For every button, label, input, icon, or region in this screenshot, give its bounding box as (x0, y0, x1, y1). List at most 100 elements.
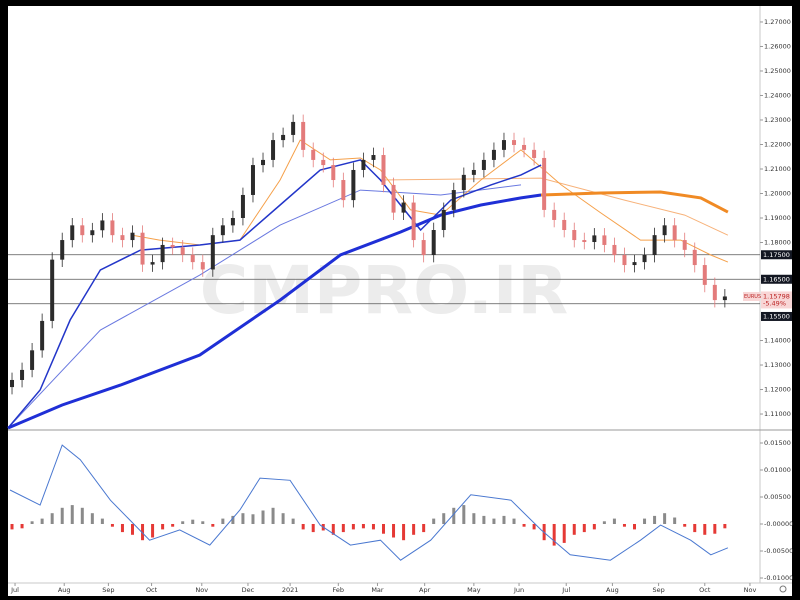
candle-body (602, 235, 607, 245)
moving-average (7, 193, 542, 430)
y-tick-label: 1.12000 (764, 386, 791, 394)
candle-body (240, 194, 245, 218)
candle-body (110, 220, 115, 236)
histogram-bar (70, 505, 74, 524)
candle-body (180, 247, 185, 255)
histogram-bar (452, 507, 456, 524)
chart-background (8, 6, 792, 596)
histogram-bar (141, 523, 145, 541)
histogram-bar (251, 514, 255, 524)
histogram-bar (713, 523, 717, 534)
candle-body (582, 240, 587, 243)
histogram-bar (80, 507, 84, 524)
histogram-bar (231, 515, 235, 524)
histogram-bar (622, 523, 626, 527)
candle-body (291, 121, 296, 135)
y-tick-label: -0.00000 (764, 520, 793, 528)
x-tick-label: Jun (513, 586, 524, 594)
histogram-bar (381, 523, 385, 534)
last-price-label: 1.15798 (763, 292, 790, 300)
histogram-bar (271, 507, 275, 524)
histogram-bar (60, 507, 64, 524)
candle-body (341, 180, 346, 201)
candle-body (401, 202, 406, 213)
histogram-bar (161, 523, 165, 530)
candle-body (702, 265, 707, 285)
y-tick-label: 1.27000 (764, 18, 791, 26)
histogram-bar (612, 518, 616, 524)
x-tick-label: Jul (561, 586, 570, 594)
level-label: 1.17500 (763, 251, 790, 259)
histogram-bar (331, 523, 335, 535)
x-tick-label: 2021 (282, 586, 299, 594)
histogram-bar (281, 513, 285, 524)
candle-body (642, 255, 647, 263)
x-tick-label: May (467, 586, 481, 594)
histogram-bar (100, 518, 104, 524)
candle-body (210, 235, 215, 270)
y-tick-label: 1.19000 (764, 214, 791, 222)
candle-body (562, 219, 567, 231)
level-label: 1.15500 (763, 312, 790, 320)
candle-body (20, 369, 25, 380)
candle-body (612, 244, 617, 256)
oscillator-line (9, 444, 729, 561)
histogram-bar (643, 518, 647, 524)
histogram-bar (442, 513, 446, 524)
candle-body (220, 225, 225, 236)
histogram-bar (151, 523, 155, 538)
y-tick-label: 1.20000 (764, 189, 791, 197)
histogram-bar (673, 517, 677, 524)
symbol-box (743, 291, 760, 301)
histogram-bar (30, 521, 34, 524)
histogram-bar (301, 523, 305, 530)
histogram-bar (482, 515, 486, 524)
y-tick-label: -0.01000 (764, 574, 793, 582)
y-tick-label: 1.18000 (764, 239, 791, 247)
candle-body (512, 140, 517, 145)
candle-body (461, 174, 466, 191)
histogram-bar (211, 523, 215, 527)
candle-body (431, 230, 436, 256)
watermark: CMPRO.IR (200, 252, 568, 329)
settings-icon[interactable] (779, 585, 787, 593)
moving-average (541, 190, 729, 214)
candle-body (632, 262, 637, 266)
y-tick-label: 1.26000 (764, 42, 791, 50)
histogram-bar (572, 523, 576, 535)
change-label: -5.49% (763, 299, 786, 307)
last-price-box (761, 291, 792, 309)
candle-body (10, 379, 15, 388)
histogram-bar (562, 523, 566, 543)
histogram-bar (663, 513, 667, 524)
candle-body (441, 209, 446, 231)
candle-body (532, 149, 537, 158)
candle-body (140, 232, 145, 265)
histogram-bar (723, 523, 727, 529)
level-label-box (761, 250, 792, 260)
x-tick-label: Nov (744, 586, 757, 594)
candle-body (351, 169, 356, 201)
histogram-bar (120, 523, 124, 533)
x-tick-label: Dec (242, 586, 255, 594)
histogram-bar (90, 513, 94, 524)
candle-body (491, 149, 496, 160)
candle-body (150, 262, 155, 265)
histogram-bar (653, 515, 657, 524)
x-tick-label: Sep (652, 586, 664, 594)
y-tick-label: 0.01500 (764, 439, 791, 447)
candle-body (381, 155, 386, 185)
histogram-bar (492, 518, 496, 524)
histogram-bar (371, 523, 375, 530)
x-tick-label: Apr (419, 586, 431, 594)
candle-body (50, 259, 55, 321)
candle-body (411, 202, 416, 241)
level-label-box (761, 311, 792, 321)
candle-body (261, 159, 266, 166)
histogram-bar (351, 523, 355, 530)
candle-body (30, 350, 35, 370)
candle-body (60, 240, 65, 260)
histogram-bar (241, 513, 245, 524)
candle-body (592, 235, 597, 243)
moving-average (7, 184, 522, 429)
